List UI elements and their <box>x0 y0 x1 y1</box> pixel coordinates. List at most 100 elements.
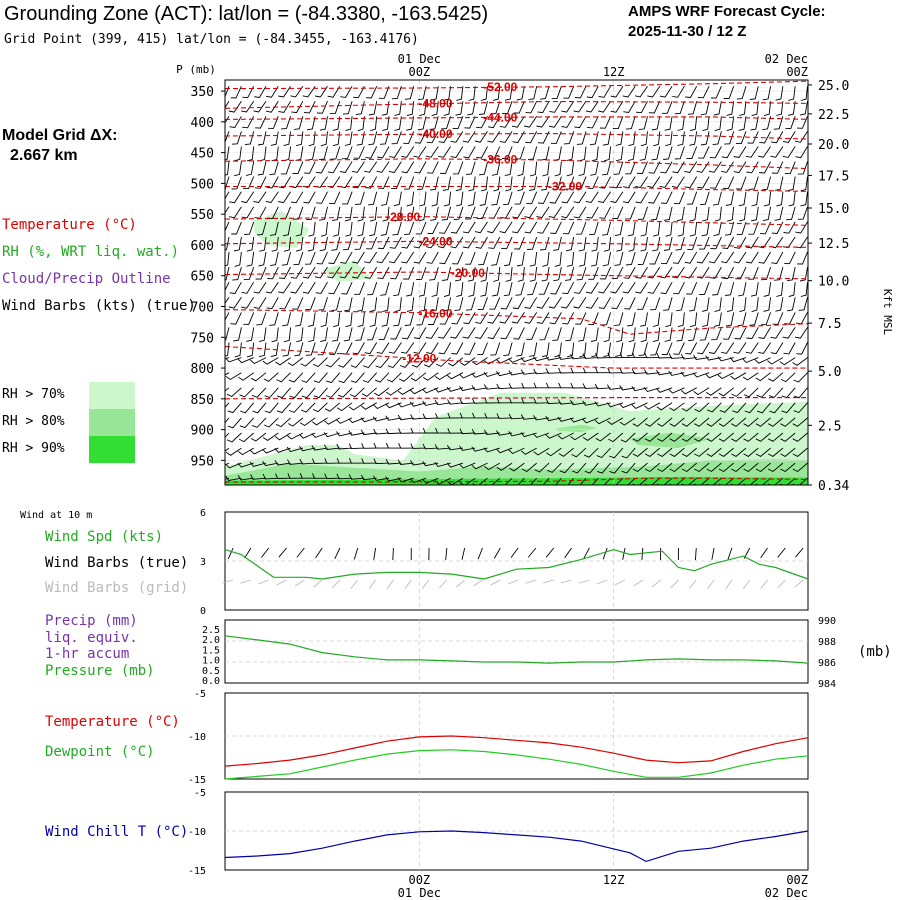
wind-barb-210 <box>438 146 451 158</box>
wind-barb-1100 <box>755 417 771 427</box>
wind-barb-582 <box>290 266 304 279</box>
wind-barb-1245 <box>767 462 784 473</box>
wind-barb-425 <box>726 206 735 222</box>
wind-barb-651 <box>550 282 562 295</box>
wind-barb-1139 <box>644 432 661 442</box>
wind-barb-930 <box>434 372 451 381</box>
grid-barb-11 <box>421 579 430 589</box>
wind-barb-933 <box>471 372 488 378</box>
wind-barb-217 <box>527 146 538 161</box>
wind-barb-88 <box>713 101 722 116</box>
wind-barb-459 <box>550 221 562 234</box>
wind-barb-1129 <box>520 432 537 438</box>
wind-barb-27 <box>551 86 562 100</box>
wind-barb-25 <box>528 86 538 101</box>
wind-barb-379 <box>751 191 759 207</box>
wind-barb-1090 <box>632 417 648 427</box>
wind-barb-170 <box>537 131 550 144</box>
wind-barb-939 <box>545 368 562 374</box>
wind-barb-767 <box>795 312 808 325</box>
wind-barb-187 <box>747 131 759 144</box>
wind-barb-571 <box>745 251 759 264</box>
wind-barb-1165 <box>373 442 389 449</box>
wind-barb-811 <box>746 327 759 340</box>
wind-barb-166 <box>487 131 501 143</box>
wind-barb-879 <box>399 357 415 368</box>
wind-barb-314 <box>540 176 550 191</box>
legend-pressure: Pressure (mb) <box>45 663 155 679</box>
wind-barb-1 <box>230 86 242 99</box>
wind-barb-393 <box>332 206 341 222</box>
wind-barb-727 <box>307 312 316 327</box>
rh-region-1 <box>254 211 310 248</box>
wind-barb-1177 <box>520 447 537 455</box>
wind-barb-917 <box>276 372 291 383</box>
wind-barb-349 <box>381 191 390 206</box>
wind-barb-481 <box>233 236 242 252</box>
wind-barb-127 <box>599 116 612 129</box>
wind-barb-816 <box>225 342 230 357</box>
pressure-tick-850: 850 <box>191 393 214 408</box>
wind-barb-931 <box>447 372 464 380</box>
wind-barb-681 <box>331 297 341 312</box>
wind-barb-1076 <box>459 412 476 419</box>
wind-barb-653 <box>574 281 587 294</box>
wind-barb-717 <box>775 297 784 312</box>
wind-barb-451 <box>450 221 464 234</box>
wind-barb-586 <box>339 266 353 279</box>
wind-barb-42 <box>736 86 747 100</box>
wind-barb-800 <box>616 327 624 343</box>
wind-barb-162 <box>438 131 451 143</box>
wind-barb-566 <box>684 251 698 264</box>
wind-barb-264 <box>517 161 525 177</box>
grid-barb-4 <box>294 579 305 587</box>
wind-barb-896 <box>607 352 623 359</box>
wind-barb-31 <box>598 85 611 98</box>
wind-barb-1064 <box>311 417 328 426</box>
wind-barb-95 <box>799 101 808 116</box>
isotherm-7 <box>225 240 808 248</box>
wind-barb-1010 <box>240 402 255 414</box>
wind-barb-1249 <box>225 475 242 481</box>
wind-barb-1093 <box>669 417 685 427</box>
wind-barb-823 <box>305 342 316 356</box>
wind-barb-680 <box>318 297 328 311</box>
wind-barb-69 <box>478 101 488 115</box>
wind-barb-228 <box>663 146 673 160</box>
wind-barb-1148 <box>755 432 771 442</box>
wind-barb-1236 <box>657 462 673 473</box>
wind-barb-22 <box>492 86 501 101</box>
wind-barb-1179 <box>546 447 562 457</box>
wind-barb-347 <box>355 191 365 205</box>
wind-barb-551 <box>504 251 513 267</box>
wind-barb-307 <box>455 176 464 192</box>
height-tick-4: 15.0 <box>818 202 849 217</box>
wind-barb-997 <box>668 387 685 394</box>
wind-barb-638 <box>393 282 402 297</box>
rh-bin-70-label: RH > 70% <box>2 387 65 402</box>
wind-barb-943 <box>595 367 611 374</box>
wind-barb-183 <box>700 131 710 146</box>
wind-barb-1046 <box>681 402 697 412</box>
wind-barb-444 <box>369 221 378 237</box>
wind-barb-1005 <box>769 387 784 398</box>
wind-barb-869 <box>275 357 291 366</box>
wind-barb-1192 <box>706 447 722 457</box>
wind-barb-1152 <box>225 447 230 452</box>
wind-barb-222 <box>591 146 599 162</box>
wind-barb-54 <box>291 100 304 114</box>
wind-barb-1027 <box>447 399 463 405</box>
wind-barb-941 <box>570 367 587 374</box>
wind-barb-546 <box>439 251 452 265</box>
wind-barb-1013 <box>276 402 291 414</box>
wind-barb-880 <box>411 357 427 368</box>
wind-barb-418 <box>637 206 648 220</box>
wind-barb-802 <box>640 327 648 343</box>
wind-barb-1074 <box>435 413 451 419</box>
wind-barb-1104 <box>225 432 230 438</box>
rh-region-0 <box>225 392 808 485</box>
wind-barb-677 <box>279 297 292 310</box>
wind-barb-599 <box>505 267 513 282</box>
legend-cloud: Cloud/Precip Outline <box>2 271 171 287</box>
wind-barb-1225 <box>521 462 537 473</box>
